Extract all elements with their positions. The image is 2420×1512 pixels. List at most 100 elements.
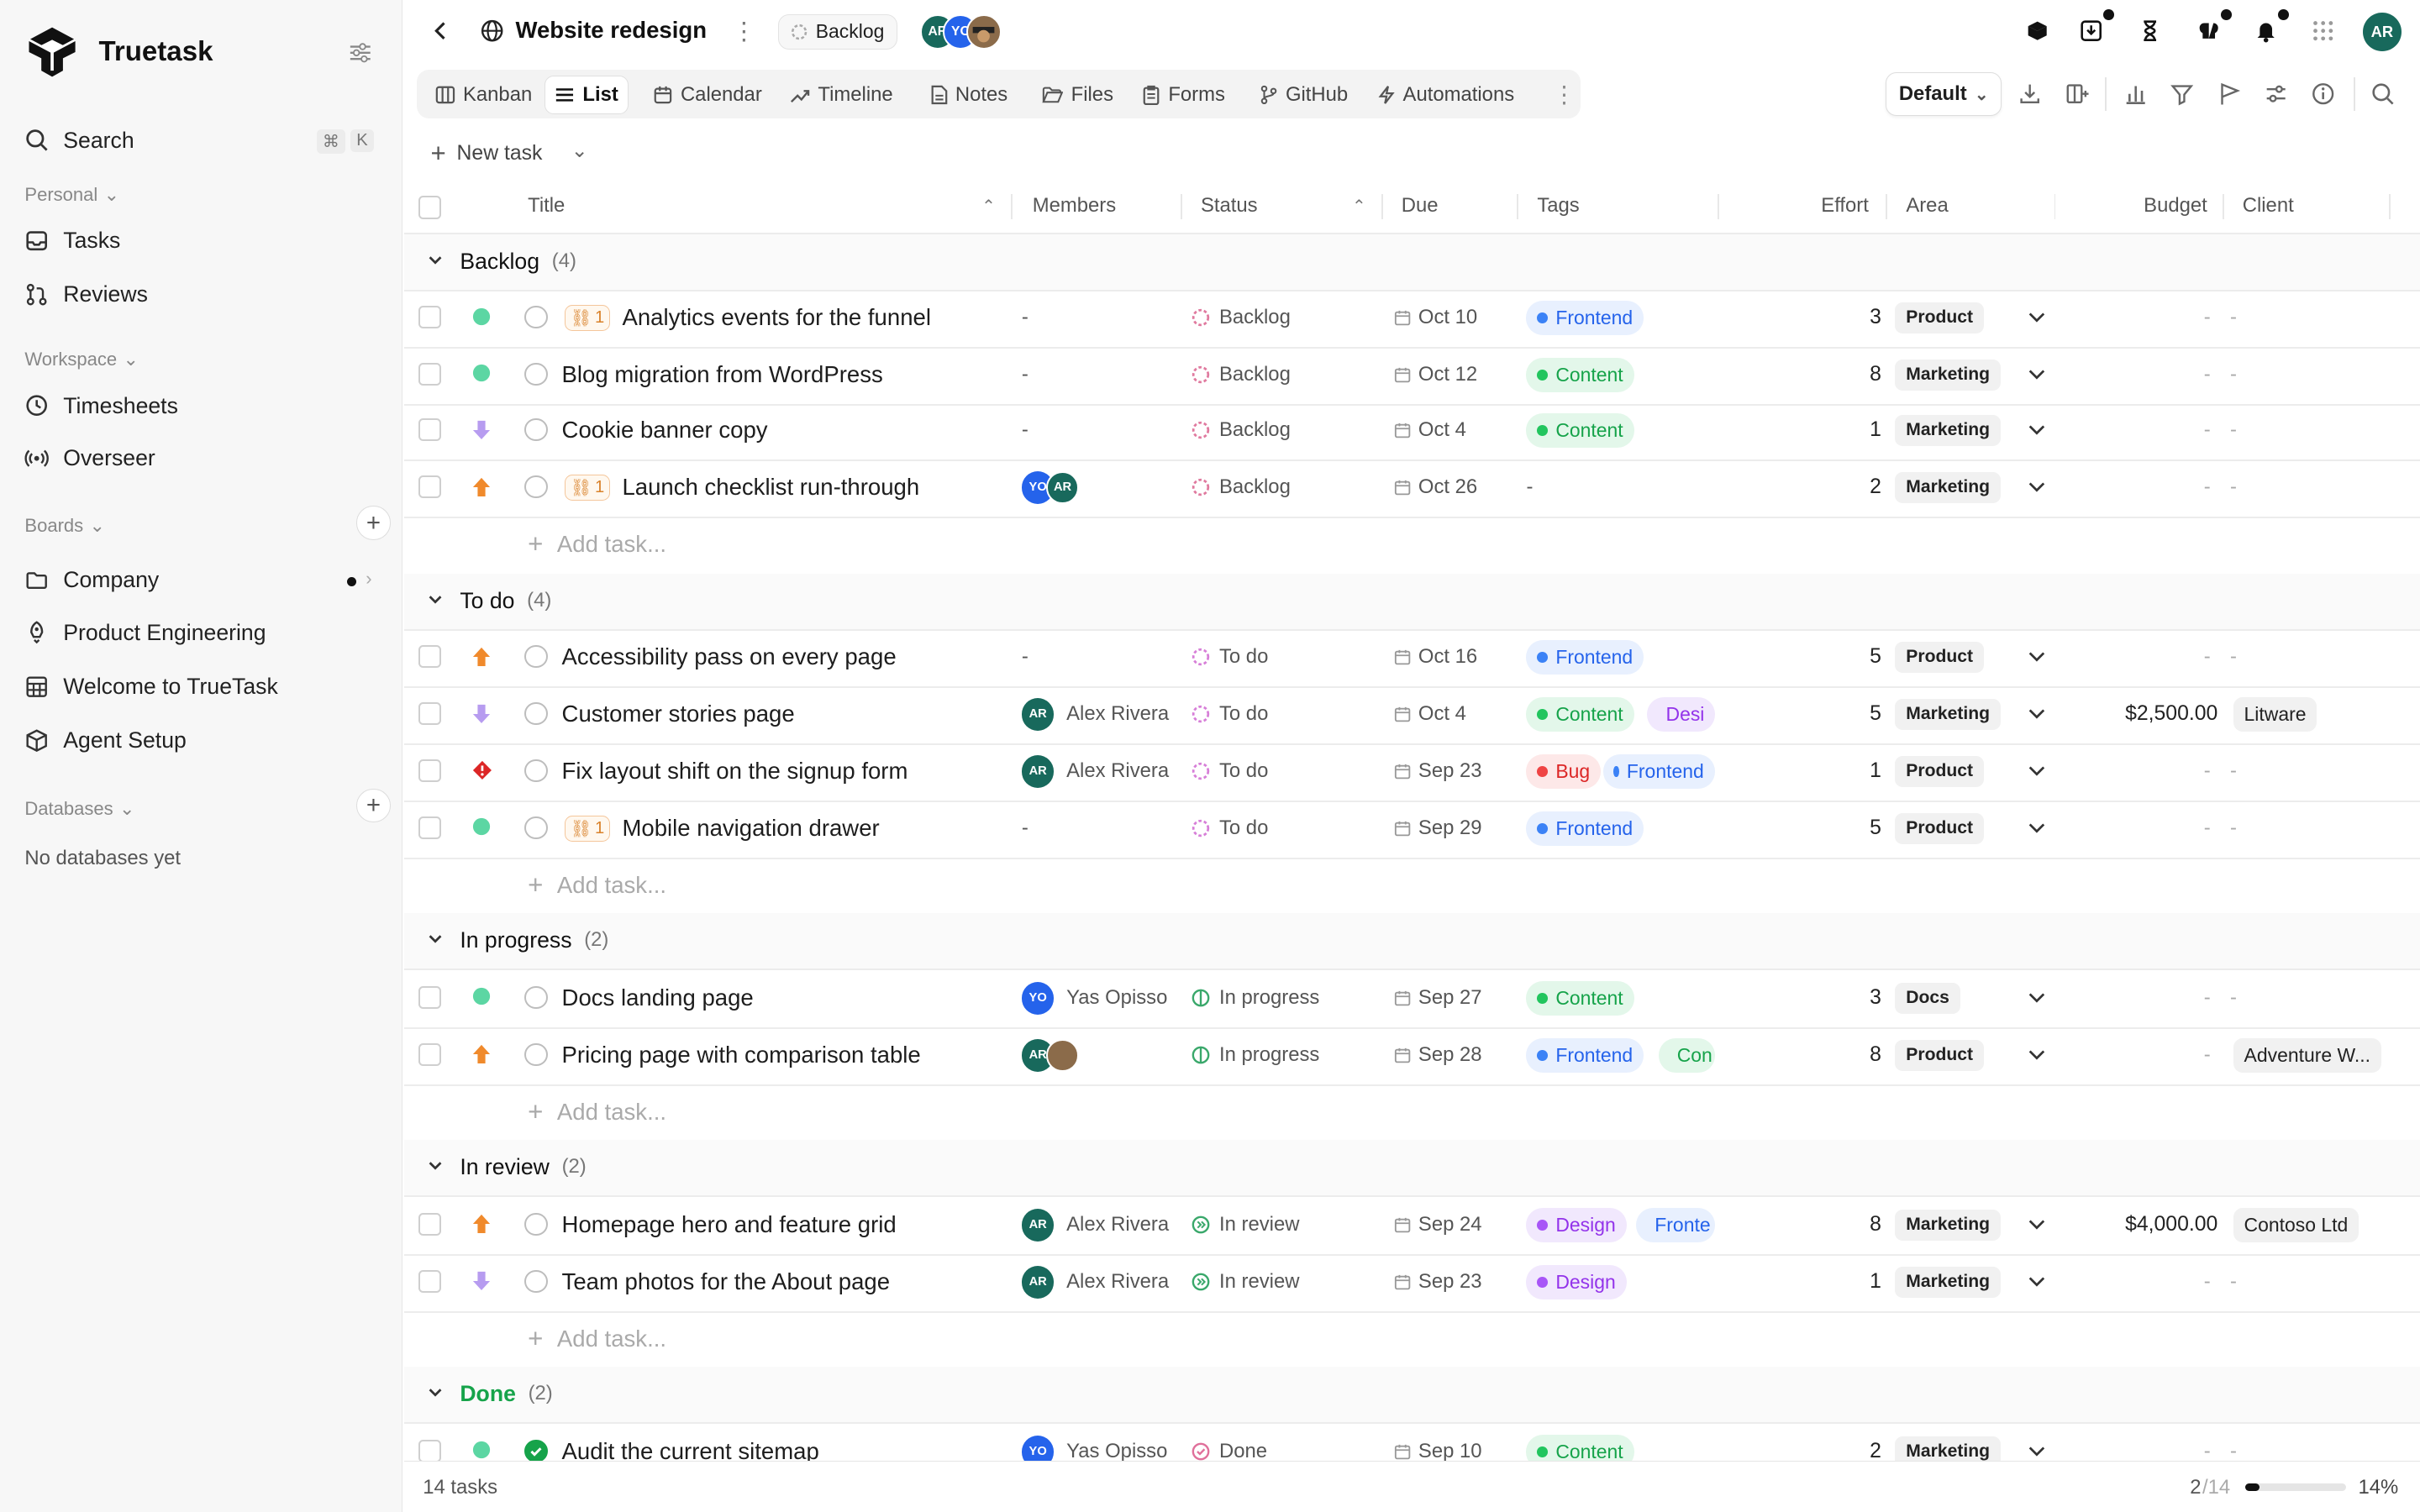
budget-cell[interactable]: - [2203,986,2211,1010]
task-title-cell[interactable]: Blog migration from WordPress [562,360,883,391]
members-cell[interactable]: - [1022,413,1028,447]
tag-chip[interactable]: Desi [1647,697,1715,732]
row-checkbox[interactable] [418,1212,442,1236]
effort-cell[interactable]: 8 [1870,1213,1881,1236]
subtask-link-badge[interactable]: ⛓ 1 [565,474,610,501]
group-header[interactable] [404,913,2420,969]
task-title-cell[interactable]: Team photos for the About page [562,1267,891,1298]
column-area[interactable]: Area [1906,194,1949,218]
column-members[interactable]: Members [1032,194,1117,218]
tag-chip[interactable]: Content [1526,413,1634,448]
client-cell[interactable]: - [2230,986,2237,1010]
new-task-dropdown[interactable]: ⌄ [571,139,588,163]
tag-chip[interactable]: Fronte [1636,1208,1715,1242]
members-cell[interactable]: - [1022,811,1028,845]
column-title[interactable]: Title [528,194,566,218]
task-title-cell[interactable]: Cookie banner copy [562,415,768,446]
chevron-down-icon[interactable] [2027,1046,2047,1064]
priority-high-icon[interactable] [472,477,491,497]
due-cell[interactable]: Oct 26 [1394,474,1477,501]
status-cell[interactable]: Backlog [1192,304,1291,332]
row-checkbox[interactable] [418,1042,442,1067]
budget-cell[interactable]: - [2203,306,2211,329]
project-members[interactable]: AR YO [919,13,1013,50]
task-title-cell[interactable]: ⛓ 1 Launch checklist run-through [565,472,919,503]
row-checkbox[interactable] [418,362,442,386]
chevron-down-icon[interactable] [2027,308,2047,327]
sort-asc-icon[interactable]: ⌃ [981,197,997,217]
flag-icon[interactable] [2217,81,2242,106]
priority-green-icon[interactable] [472,307,491,326]
add-board-button[interactable]: + [356,506,391,540]
client-cell[interactable]: - [2230,759,2237,783]
status-cell[interactable]: To do [1192,643,1268,671]
complete-toggle[interactable] [524,475,549,499]
complete-toggle[interactable] [524,644,549,669]
add-task-button[interactable]: + Add task... [528,529,666,559]
chevron-down-icon[interactable] [2027,1215,2047,1234]
subtask-link-badge[interactable]: ⛓ 1 [565,304,610,331]
row-checkbox[interactable] [418,644,442,669]
area-chip[interactable]: Marketing [1895,359,2001,391]
status-cell[interactable]: Backlog [1192,361,1291,389]
members-cell[interactable]: - [1022,301,1028,334]
row-checkbox[interactable] [418,816,442,840]
bell-icon[interactable] [2252,17,2280,45]
due-cell[interactable]: Oct 12 [1394,361,1477,389]
due-cell[interactable]: Sep 23 [1394,1268,1482,1296]
tag-chip[interactable]: Frontend [1526,811,1644,846]
complete-toggle[interactable] [524,759,549,783]
column-due[interactable]: Due [1401,194,1439,218]
row-checkbox[interactable] [418,1439,442,1463]
priority-green-icon[interactable] [472,1441,491,1459]
effort-cell[interactable]: 8 [1870,363,1881,386]
budget-cell[interactable]: - [2203,1043,2211,1067]
due-cell[interactable]: Sep 10 [1394,1438,1482,1466]
tag-chip[interactable]: Frontend [1526,640,1644,675]
due-cell[interactable]: Sep 24 [1394,1211,1482,1239]
tag-chip[interactable]: Con [1658,1038,1715,1073]
row-checkbox[interactable] [418,701,442,726]
row-checkbox[interactable] [418,759,442,783]
section-databases[interactable]: Databases ⌄ [24,798,134,820]
tag-chip[interactable]: Bug [1526,754,1602,789]
area-chip[interactable]: Product [1895,1039,1984,1071]
members-cell[interactable]: AR Alex Rivera [1021,697,1169,731]
chevron-down-icon[interactable] [426,250,445,269]
tab-timeline[interactable]: Timeline [781,76,902,114]
gift-icon[interactable] [2023,17,2051,45]
client-chip[interactable]: Litware [2233,697,2317,732]
subtask-link-badge[interactable]: ⛓ 1 [565,815,610,842]
priority-green-icon[interactable] [472,364,491,382]
row-checkbox[interactable] [418,305,442,329]
effort-cell[interactable]: 5 [1870,645,1881,669]
chevron-right-icon[interactable]: › [366,567,372,589]
tab-forms[interactable]: Forms [1133,76,1234,114]
due-cell[interactable]: Sep 23 [1394,758,1482,785]
budget-cell[interactable]: - [2203,816,2211,840]
complete-toggle[interactable] [524,417,549,442]
members-cell[interactable]: - [1022,358,1028,391]
sidebar-item-welcome[interactable]: Welcome to TrueTask [24,669,278,703]
task-title-cell[interactable]: ⛓ 1 Mobile navigation drawer [565,813,880,844]
chevron-down-icon[interactable] [2027,365,2047,384]
status-cell[interactable]: In review [1192,1211,1299,1239]
client-cell[interactable]: - [2230,1440,2237,1463]
search-icon[interactable] [2370,81,2395,106]
effort-cell[interactable]: 3 [1870,306,1881,329]
budget-cell[interactable]: - [2203,363,2211,386]
status-badge[interactable]: Backlog [777,13,898,50]
row-checkbox[interactable] [418,475,442,499]
effort-cell[interactable]: 5 [1870,816,1881,840]
brand[interactable]: Truetask [24,24,213,80]
row-checkbox[interactable] [418,1269,442,1294]
client-cell[interactable]: - [2230,645,2237,669]
tags-empty[interactable]: - [1526,475,1534,499]
effort-cell[interactable]: 1 [1870,759,1881,783]
area-chip[interactable]: Product [1895,812,1984,844]
client-cell[interactable]: - [2230,306,2237,329]
priority-low-icon[interactable] [472,704,491,724]
due-cell[interactable]: Sep 29 [1394,815,1482,843]
members-cell[interactable]: - [1022,640,1028,674]
budget-cell[interactable]: $4,000.00 [2125,1213,2218,1236]
